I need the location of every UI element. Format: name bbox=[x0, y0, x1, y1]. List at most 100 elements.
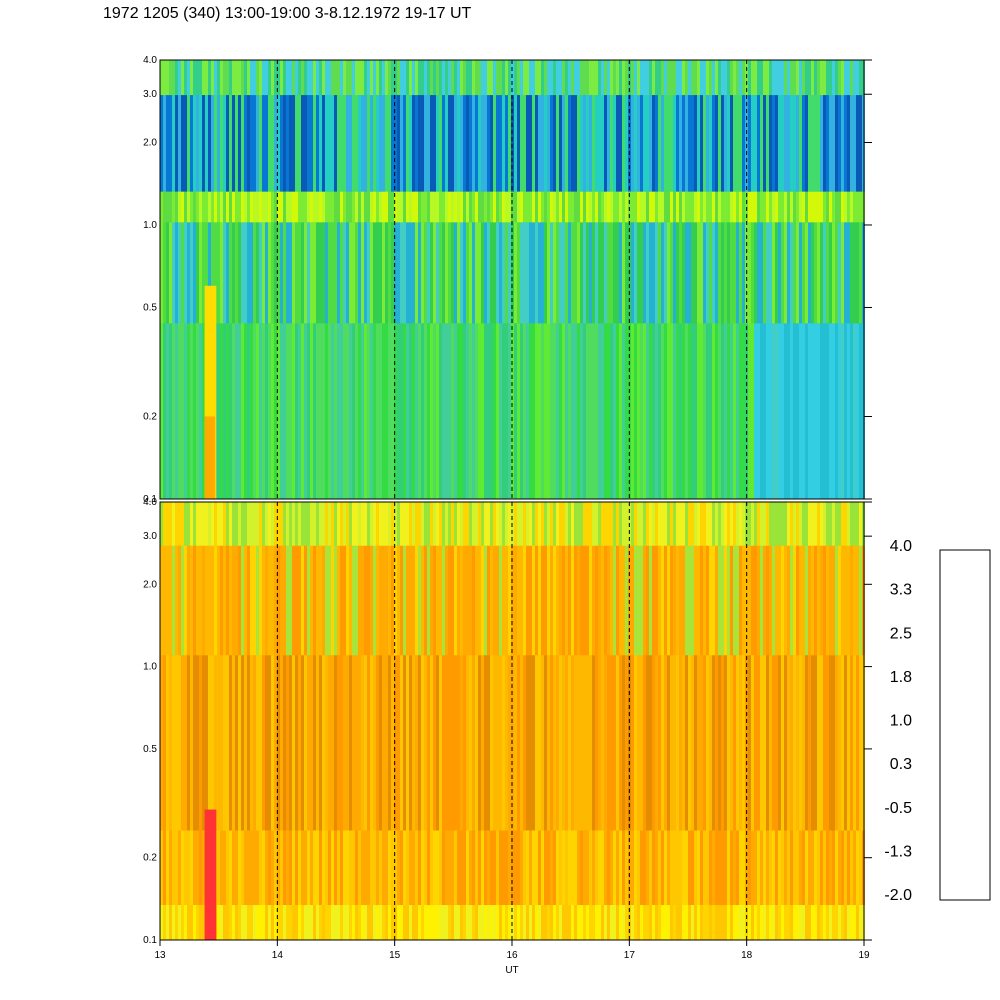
bottom-heat-cell bbox=[166, 655, 169, 831]
bottom-heat-cell bbox=[655, 830, 658, 905]
bottom-heat-cell bbox=[217, 830, 220, 905]
bottom-heat-cell bbox=[661, 905, 664, 940]
top-heat-cell bbox=[253, 222, 256, 324]
top-heat-cell bbox=[763, 323, 766, 499]
bottom-heat-cell bbox=[361, 655, 364, 831]
top-heat-cell bbox=[700, 191, 703, 223]
top-heat-cell bbox=[829, 95, 832, 192]
top-heat-cell bbox=[787, 323, 790, 499]
bottom-heat-cell bbox=[454, 545, 457, 656]
top-heat-cell bbox=[619, 222, 622, 324]
bottom-heat-cell bbox=[166, 905, 169, 940]
top-heat-cell bbox=[388, 95, 391, 192]
top-heat-cell bbox=[205, 60, 208, 96]
bottom-heat-cell bbox=[823, 655, 826, 831]
bottom-heat-cell bbox=[451, 830, 454, 905]
top-heat-cell bbox=[223, 60, 226, 96]
top-heat-cell bbox=[823, 191, 826, 223]
bottom-heat-cell bbox=[340, 655, 343, 831]
bottom-heat-cell bbox=[337, 830, 340, 905]
top-heat-cell bbox=[589, 60, 592, 96]
bottom-heat-cell bbox=[349, 545, 352, 656]
bottom-heat-cell bbox=[160, 905, 163, 940]
bottom-heat-cell bbox=[211, 655, 214, 831]
top-heat-cell bbox=[397, 222, 400, 324]
top-heat-cell bbox=[214, 95, 217, 192]
top-heat-cell bbox=[352, 222, 355, 324]
bottom-heat-cell bbox=[241, 545, 244, 656]
top-heat-cell bbox=[499, 95, 502, 192]
top-heat-cell bbox=[748, 95, 751, 192]
top-heat-cell bbox=[586, 95, 589, 192]
top-heat-cell bbox=[292, 323, 295, 499]
top-heat-cell bbox=[604, 323, 607, 499]
top-heat-cell bbox=[427, 95, 430, 192]
bottom-heat-cell bbox=[613, 545, 616, 656]
top-heat-cell bbox=[319, 60, 322, 96]
bottom-heat-cell bbox=[793, 545, 796, 656]
top-heat-cell bbox=[268, 191, 271, 223]
top-heat-cell bbox=[640, 191, 643, 223]
top-heat-cell bbox=[706, 222, 709, 324]
bottom-heat-cell bbox=[301, 830, 304, 905]
top-heat-cell bbox=[724, 191, 727, 223]
bottom-heat-cell bbox=[427, 502, 430, 546]
top-heat-cell bbox=[166, 191, 169, 223]
top-heat-cell bbox=[634, 60, 637, 96]
bottom-heat-cell bbox=[538, 545, 541, 656]
bottom-heat-cell bbox=[433, 545, 436, 656]
bottom-heat-cell bbox=[304, 502, 307, 546]
bottom-heat-cell bbox=[574, 655, 577, 831]
bottom-heat-cell bbox=[268, 830, 271, 905]
top-heat-cell bbox=[400, 323, 403, 499]
bottom-heat-cell bbox=[328, 830, 331, 905]
top-heat-cell bbox=[721, 191, 724, 223]
bottom-heat-cell bbox=[352, 502, 355, 546]
bottom-heat-cell bbox=[706, 545, 709, 656]
top-heat-cell bbox=[820, 95, 823, 192]
top-heat-cell bbox=[850, 323, 853, 499]
bottom-heat-cell bbox=[466, 830, 469, 905]
top-heat-cell bbox=[808, 222, 811, 324]
top-heat-cell bbox=[583, 222, 586, 324]
top-heat-cell bbox=[469, 222, 472, 324]
bottom-heat-cell bbox=[487, 502, 490, 546]
top-heat-cell bbox=[835, 323, 838, 499]
top-heat-cell bbox=[172, 222, 175, 324]
top-heat-cell bbox=[376, 222, 379, 324]
bottom-heat-cell bbox=[238, 905, 241, 940]
bottom-heat-cell bbox=[286, 655, 289, 831]
top-heat-cell bbox=[445, 60, 448, 96]
top-heat-cell bbox=[793, 95, 796, 192]
colorbar-label: 1.8 bbox=[890, 669, 912, 686]
bottom-heat-cell bbox=[685, 545, 688, 656]
top-heat-cell bbox=[670, 222, 673, 324]
bottom-heat-cell bbox=[448, 655, 451, 831]
top-heat-cell bbox=[199, 60, 202, 96]
bottom-heat-cell bbox=[181, 545, 184, 656]
top-heat-cell bbox=[298, 323, 301, 499]
bottom-heat-cell bbox=[541, 830, 544, 905]
top-heat-cell bbox=[640, 95, 643, 192]
bottom-heat-cell bbox=[622, 545, 625, 656]
top-heat-cell bbox=[334, 323, 337, 499]
bottom-heat-cell bbox=[664, 545, 667, 656]
bottom-heat-cell bbox=[535, 655, 538, 831]
top-heat-cell bbox=[580, 222, 583, 324]
bottom-heat-cell bbox=[232, 655, 235, 831]
bottom-heat-cell bbox=[646, 545, 649, 656]
bottom-heat-cell bbox=[631, 502, 634, 546]
bottom-heat-cell bbox=[328, 905, 331, 940]
top-heat-cell bbox=[385, 323, 388, 499]
top-heat-cell bbox=[280, 60, 283, 96]
bottom-heat-cell bbox=[814, 502, 817, 546]
top-heat-cell bbox=[655, 60, 658, 96]
top-heat-cell bbox=[511, 95, 514, 192]
y-tick-label: 4.0 bbox=[143, 55, 157, 66]
bottom-heat-cell bbox=[526, 502, 529, 546]
top-heat-cell bbox=[553, 323, 556, 499]
top-heat-cell bbox=[421, 323, 424, 499]
bottom-heat-cell bbox=[520, 655, 523, 831]
bottom-heat-cell bbox=[415, 830, 418, 905]
bottom-heat-cell bbox=[532, 655, 535, 831]
